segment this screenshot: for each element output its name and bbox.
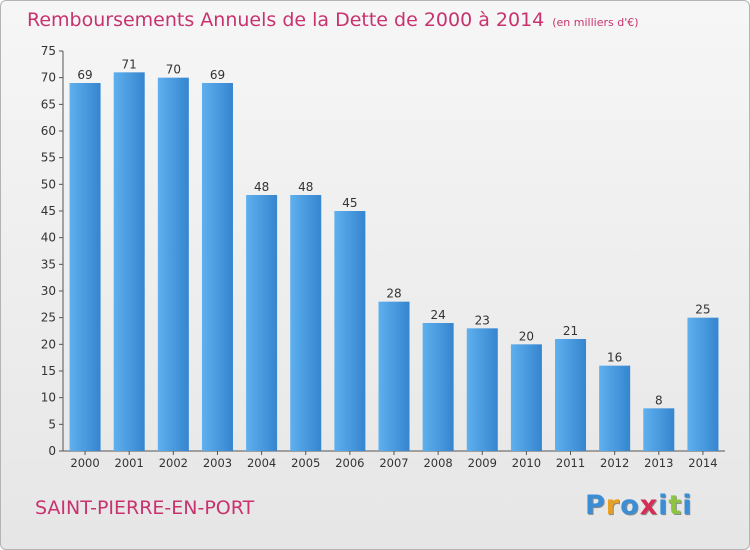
proxiti-logo: Proxiti (585, 490, 693, 521)
x-tick-label: 2001 (115, 456, 144, 470)
logo-letter: i (658, 490, 669, 521)
bar (555, 339, 587, 451)
commune-name: SAINT-PIERRE-EN-PORT (35, 497, 255, 519)
y-tick-label: 50 (41, 177, 56, 191)
chart-title-text: Remboursements Annuels de la Dette de 20… (27, 9, 545, 31)
data-label: 69 (210, 68, 225, 82)
bar (201, 83, 233, 451)
data-label: 20 (519, 329, 534, 343)
x-tick-label: 2012 (600, 456, 629, 470)
logo-letter: x (639, 490, 659, 521)
bar (69, 83, 101, 451)
y-tick-label: 15 (41, 364, 56, 378)
chart-title: Remboursements Annuels de la Dette de 20… (27, 9, 639, 31)
y-tick-label: 30 (41, 284, 56, 298)
x-tick-label: 2000 (70, 456, 99, 470)
x-tick-label: 2002 (159, 456, 188, 470)
bar (113, 72, 145, 451)
chart-labels: 69 2000 71 2001 70 2002 69 2003 48 2004 48 2005 45 20… (70, 57, 717, 470)
y-tick-label: 60 (41, 124, 56, 138)
data-label: 23 (475, 313, 490, 327)
bar (687, 317, 719, 451)
x-tick-label: 2004 (247, 456, 276, 470)
y-tick-label: 45 (41, 204, 56, 218)
x-tick-label: 2013 (644, 456, 673, 470)
bar (466, 328, 498, 451)
y-tick-label: 35 (41, 257, 56, 271)
data-label: 69 (77, 68, 92, 82)
bar (643, 408, 675, 451)
logo-letter: P (585, 490, 606, 521)
data-label: 24 (430, 308, 445, 322)
data-label: 16 (607, 351, 622, 365)
y-tick-label: 55 (41, 151, 56, 165)
data-label: 70 (166, 63, 181, 77)
x-tick-label: 2006 (335, 456, 364, 470)
y-tick-label: 70 (41, 71, 56, 85)
data-label: 48 (298, 180, 313, 194)
data-label: 28 (386, 287, 401, 301)
x-tick-label: 2003 (203, 456, 232, 470)
y-tick-label: 40 (41, 231, 56, 245)
bar (422, 323, 454, 451)
x-tick-label: 2009 (468, 456, 497, 470)
data-label: 71 (122, 57, 137, 71)
y-tick-label: 10 (41, 391, 56, 405)
bar (246, 195, 278, 451)
chart-bars (69, 72, 719, 452)
chart-unit: (en milliers d'€) (552, 16, 639, 29)
x-tick-label: 2007 (379, 456, 408, 470)
x-tick-label: 2005 (291, 456, 320, 470)
data-label: 25 (695, 303, 710, 317)
y-tick-label: 0 (48, 444, 56, 458)
x-tick-label: 2010 (512, 456, 541, 470)
y-tick-label: 75 (41, 44, 56, 58)
logo-letter: o (620, 490, 640, 521)
y-tick-label: 20 (41, 337, 56, 351)
bar (599, 365, 631, 451)
bar (510, 344, 542, 451)
data-label: 8 (655, 393, 663, 407)
bar (378, 301, 410, 451)
x-tick-label: 2008 (423, 456, 452, 470)
bar (157, 77, 189, 452)
data-label: 21 (563, 324, 578, 338)
logo-letter: r (605, 490, 621, 521)
y-tick-label: 65 (41, 97, 56, 111)
y-tick-label: 5 (48, 417, 56, 431)
x-tick-label: 2014 (688, 456, 717, 470)
x-tick-label: 2011 (556, 456, 585, 470)
bar (290, 195, 322, 451)
logo-letter: i (682, 490, 693, 521)
data-label: 48 (254, 180, 269, 194)
bar (334, 211, 366, 451)
logo-letter: t (668, 490, 683, 521)
data-label: 45 (342, 196, 357, 210)
y-tick-label: 25 (41, 311, 56, 325)
